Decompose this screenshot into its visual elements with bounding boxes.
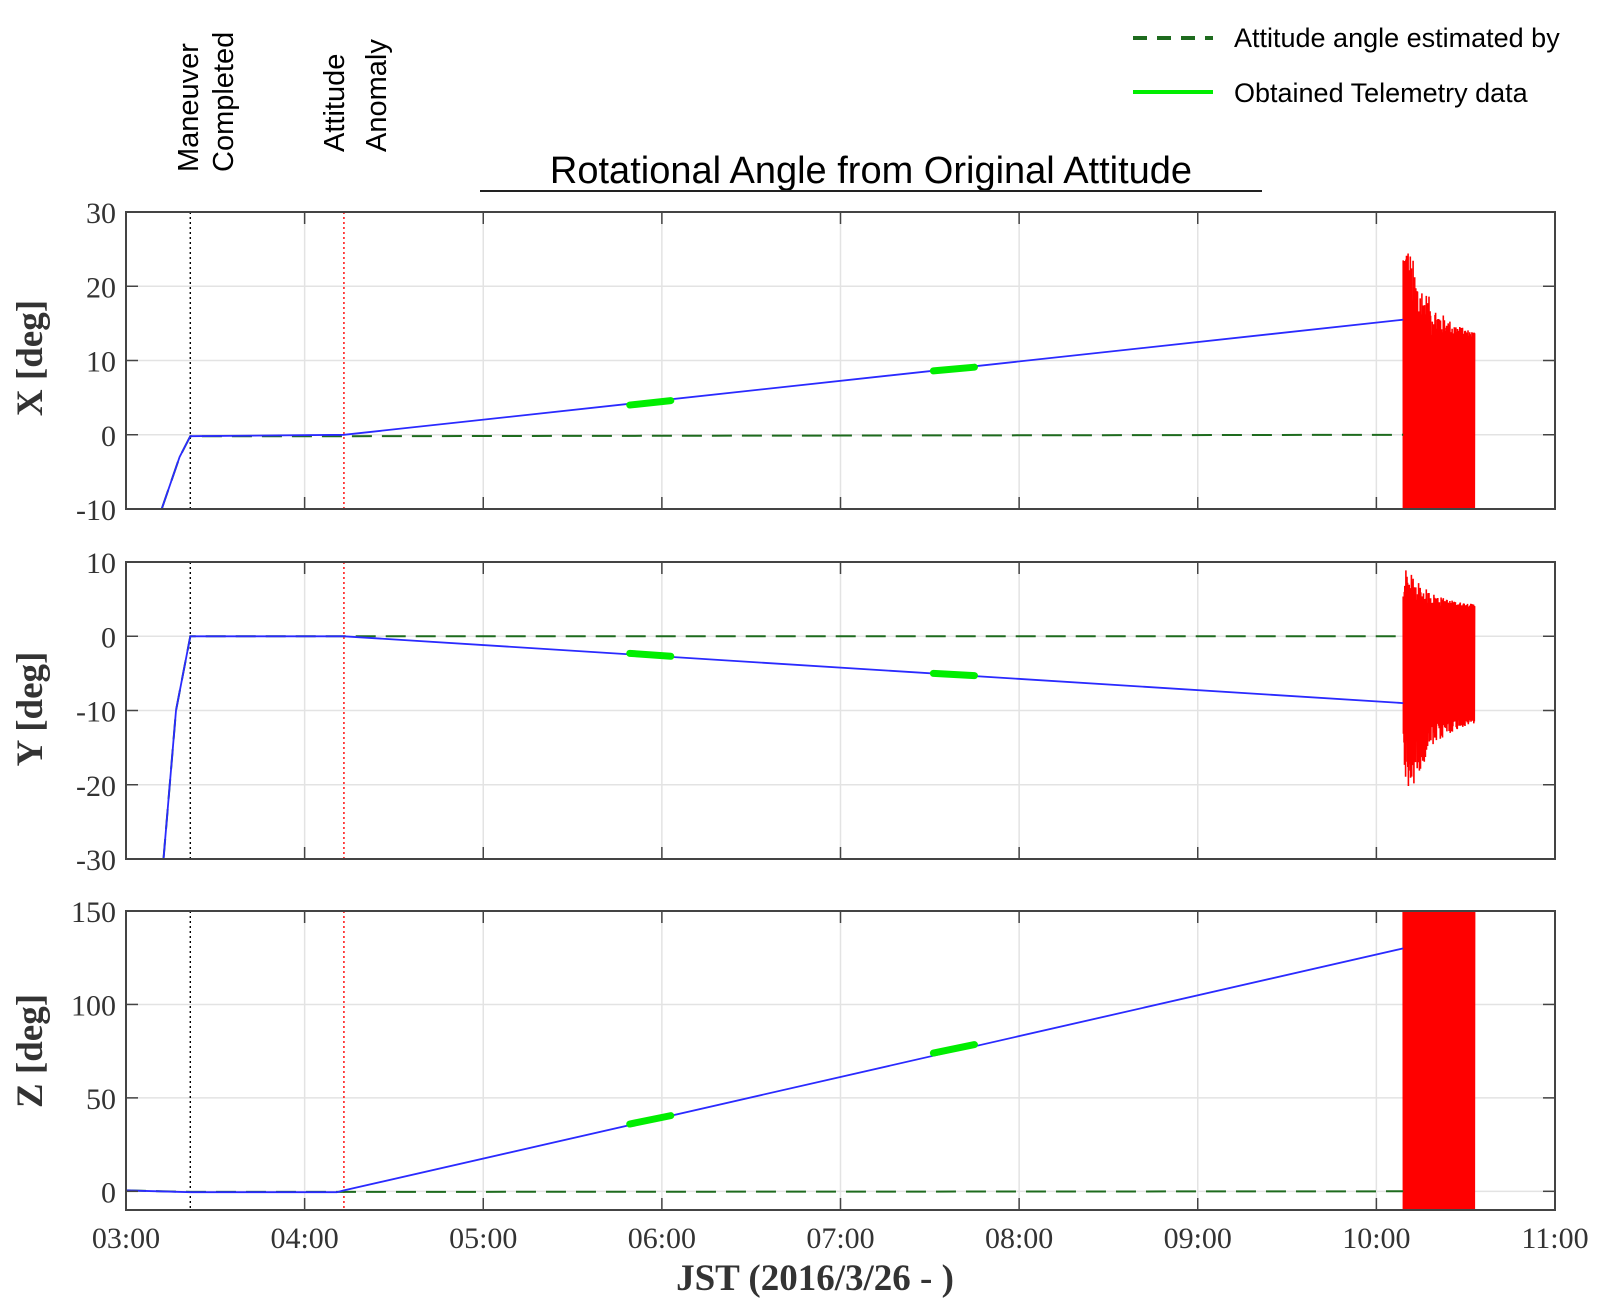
panel-z-xtick-label: 06:00 <box>628 1222 696 1255</box>
event-label-maneuver-line2: Completed <box>208 32 240 172</box>
panel-x-estimated-line <box>160 433 1404 510</box>
panel-z-ylabel: Z [deg] <box>10 994 51 1108</box>
event-labels: Maneuver Completed Attitude Anomaly <box>173 32 393 172</box>
x-axis-label: JST (2016/3/26 - ) <box>676 1258 954 1299</box>
panel-z-anomaly-burst <box>1402 910 1476 1211</box>
panel-x-telemetry-segment-1 <box>626 397 675 409</box>
event-label-anomaly-line2: Anomaly <box>361 39 393 152</box>
panel-y-anomaly-burst <box>1402 570 1476 787</box>
panel-y-ylabel: Y [deg] <box>10 652 51 767</box>
panel-z-ytick-label: 100 <box>71 989 116 1022</box>
panel-y-ytick-label: -10 <box>76 696 116 729</box>
panel-x-telemetry-segment-2 <box>929 363 978 375</box>
panel-y-telemetry-segment-2 <box>929 669 978 680</box>
panel-x-ytick-label: 20 <box>86 271 116 304</box>
panel-x-trajectory-line <box>160 318 1404 510</box>
panel-x: X [deg] -10 0 10 20 30 <box>10 197 1556 527</box>
panel-x-ylabel: X [deg] <box>10 300 51 416</box>
legend-label-telemetry: Obtained Telemetry data <box>1234 78 1529 108</box>
panel-z-xtick-label: 07:00 <box>806 1222 874 1255</box>
panel-z-xtick-label: 09:00 <box>1164 1222 1232 1255</box>
panel-y: Y [deg] -30 -20 -10 0 10 <box>10 547 1556 877</box>
panel-y-ytick-label: -30 <box>76 844 116 877</box>
panel-z-xtick-label: 04:00 <box>270 1222 338 1255</box>
panel-z-ytick-label: 150 <box>71 896 116 929</box>
panel-z-xtick-label: 08:00 <box>985 1222 1053 1255</box>
panel-z-telemetry-segment-2 <box>929 1041 978 1057</box>
panel-y-estimated-line <box>162 635 1404 860</box>
legend: Attitude angle estimated by Obtained Tel… <box>1133 23 1560 108</box>
panel-z-xtick-label: 03:00 <box>92 1222 160 1255</box>
panel-z-xtick-label: 05:00 <box>449 1222 517 1255</box>
panel-x-ytick-label: 0 <box>101 420 116 453</box>
panel-y-ytick-label: 10 <box>86 547 116 580</box>
panel-y-telemetry-segment-1 <box>626 649 675 660</box>
panel-z: Z [deg] 0 50 100 150 03:00 04:00 05:00 06:00 07:… <box>10 896 1589 1255</box>
panel-y-ytick-label: -20 <box>76 770 116 803</box>
panel-x-ytick-label: -10 <box>76 494 116 527</box>
panel-z-xtick-label: 11:00 <box>1521 1222 1588 1255</box>
event-label-maneuver-line1: Maneuver <box>173 43 205 172</box>
panel-z-ytick-label: 50 <box>86 1083 116 1116</box>
panel-z-trajectory-line <box>125 947 1404 1194</box>
chart-title: Rotational Angle from Original Attitude <box>550 150 1192 192</box>
panel-x-ytick-label: 10 <box>86 346 116 379</box>
panel-z-ytick-label: 0 <box>101 1176 116 1209</box>
event-label-anomaly-line1: Attitude <box>319 54 351 152</box>
panel-z-telemetry-segment-1 <box>626 1112 675 1128</box>
panel-y-ytick-label: 0 <box>101 621 116 654</box>
panel-x-anomaly-burst <box>1402 253 1476 510</box>
panel-z-xtick-label: 10:00 <box>1342 1222 1410 1255</box>
panel-x-ytick-label: 30 <box>86 197 116 230</box>
panel-y-trajectory-line <box>162 635 1404 860</box>
legend-label-estimated: Attitude angle estimated by <box>1234 23 1560 53</box>
